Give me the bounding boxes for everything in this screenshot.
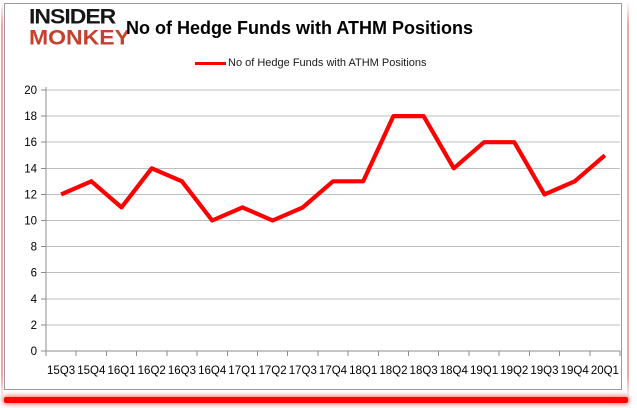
legend-series-label: No of Hedge Funds with ATHM Positions: [228, 57, 427, 69]
y-tick-label-8: 8: [31, 242, 37, 254]
x-tick-label-18Q3: 18Q3: [410, 365, 438, 377]
x-tick-label-16Q1: 16Q1: [107, 365, 135, 377]
y-tick-label-0: 0: [31, 346, 37, 358]
left-pink-border: [1, 1, 3, 400]
y-tick-label-12: 12: [24, 189, 37, 201]
x-tick-label-19Q1: 19Q1: [470, 365, 498, 377]
x-tick-label-20Q1: 20Q1: [591, 365, 619, 377]
series-line-0: [60, 113, 607, 223]
x-tick-label-17Q4: 17Q4: [319, 365, 348, 377]
y-tick-label-18: 18: [24, 111, 37, 123]
y-tick-label-2: 2: [31, 320, 37, 332]
x-tick-label-16Q3: 16Q3: [168, 365, 196, 377]
x-tick-label-19Q4: 19Q4: [561, 365, 590, 377]
x-tick-label-17Q3: 17Q3: [289, 365, 317, 377]
x-tick-label-17Q2: 17Q2: [259, 365, 287, 377]
x-tick-label-16Q2: 16Q2: [138, 365, 166, 377]
x-tick-label-15Q4: 15Q4: [77, 365, 106, 377]
y-tick-label-16: 16: [24, 137, 37, 149]
x-tick-label-15Q3: 15Q3: [47, 365, 75, 377]
x-tick-label-17Q1: 17Q1: [228, 365, 256, 377]
logo-line-monkey: MONKEY: [29, 25, 130, 50]
x-tick-label-18Q2: 18Q2: [379, 365, 407, 377]
insider-monkey-logo: INSIDER MONKEY: [29, 4, 130, 50]
x-tick-label-18Q1: 18Q1: [349, 365, 377, 377]
chart-title: No of Hedge Funds with ATHM Positions: [126, 18, 473, 38]
y-tick-label-20: 20: [24, 85, 37, 97]
y-tick-label-4: 4: [31, 294, 38, 306]
x-tick-label-16Q4: 16Q4: [198, 365, 227, 377]
y-tick-label-10: 10: [24, 216, 37, 228]
y-tick-label-6: 6: [31, 268, 37, 280]
red-bottom-accent-bar: [4, 397, 628, 403]
right-pink-border: [627, 1, 629, 400]
legend: No of Hedge Funds with ATHM Positions: [195, 57, 427, 69]
x-tick-label-19Q2: 19Q2: [500, 365, 528, 377]
y-tick-label-14: 14: [24, 163, 37, 175]
logo-line-insider: INSIDER: [29, 4, 116, 29]
x-tick-label-19Q3: 19Q3: [530, 365, 558, 377]
legend-series-line-swatch: [195, 61, 226, 65]
x-tick-label-18Q4: 18Q4: [440, 365, 469, 377]
